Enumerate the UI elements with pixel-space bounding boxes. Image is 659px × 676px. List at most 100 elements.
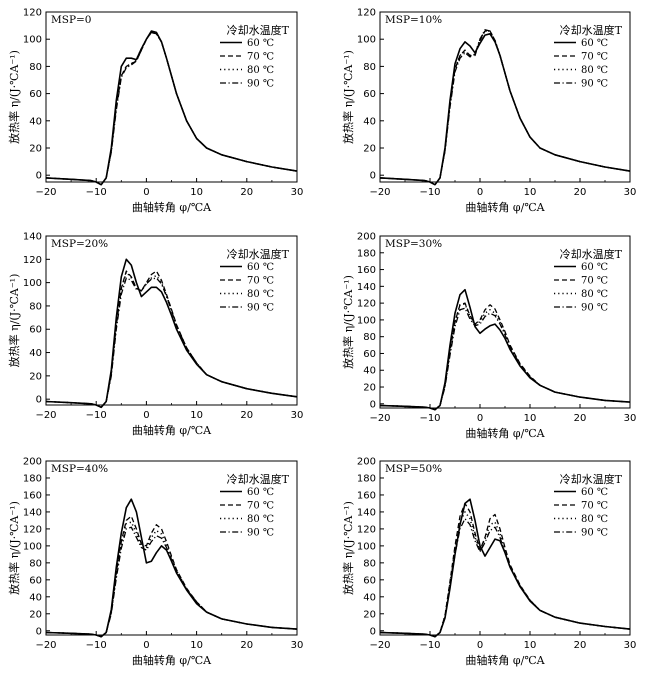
legend-label: 60 ℃ bbox=[581, 262, 608, 273]
y-tick-label: 140 bbox=[357, 282, 376, 293]
series-line bbox=[379, 302, 631, 411]
y-tick-label: 40 bbox=[29, 592, 42, 603]
y-tick-label: 100 bbox=[23, 541, 42, 552]
legend-label: 80 ℃ bbox=[247, 65, 274, 76]
y-tick-label: 160 bbox=[23, 490, 42, 501]
legend-label: 60 ℃ bbox=[581, 38, 608, 49]
series-line bbox=[45, 277, 298, 408]
y-tick-label: 20 bbox=[29, 371, 42, 382]
y-tick-label: 180 bbox=[357, 473, 376, 484]
x-tick-label: −10 bbox=[86, 640, 107, 651]
x-tick-label: 20 bbox=[574, 640, 587, 651]
y-tick-label: 140 bbox=[357, 507, 376, 518]
series-line bbox=[379, 307, 631, 411]
x-tick-label: 0 bbox=[477, 413, 483, 424]
y-tick-label: 40 bbox=[363, 366, 376, 377]
y-tick-label: 0 bbox=[36, 171, 42, 182]
y-tick-label: 20 bbox=[29, 609, 42, 620]
y-tick-label: 80 bbox=[29, 558, 42, 569]
y-tick-label: 0 bbox=[370, 626, 376, 637]
y-tick-label: 80 bbox=[363, 558, 376, 569]
y-tick-label: 100 bbox=[357, 315, 376, 326]
y-tick-label: 20 bbox=[363, 144, 376, 155]
y-tick-label: 100 bbox=[23, 35, 42, 46]
legend-title: 冷却水温度T bbox=[560, 472, 623, 486]
y-tick-label: 180 bbox=[357, 248, 376, 259]
legend-label: 90 ℃ bbox=[247, 303, 274, 314]
y-tick-label: 80 bbox=[29, 301, 42, 312]
series-line bbox=[379, 303, 631, 411]
legend-label: 60 ℃ bbox=[247, 487, 274, 498]
legend-label: 60 ℃ bbox=[247, 262, 274, 273]
x-tick-label: 0 bbox=[477, 640, 483, 651]
x-tick-label: 30 bbox=[291, 410, 304, 421]
y-tick-label: 80 bbox=[29, 62, 42, 73]
y-tick-label: 120 bbox=[357, 299, 376, 310]
legend-label: 90 ℃ bbox=[247, 528, 274, 539]
x-tick-label: 20 bbox=[240, 187, 253, 198]
y-tick-label: 120 bbox=[23, 8, 42, 19]
x-tick-label: 20 bbox=[574, 187, 587, 198]
x-tick-label: −20 bbox=[369, 187, 390, 198]
series-line bbox=[45, 31, 298, 186]
y-tick-label: 0 bbox=[36, 395, 42, 406]
legend-label: 70 ℃ bbox=[581, 276, 608, 287]
chart-panel: −20 −10 0 10 20 30 0 20 40 60 80 100 120 140 MSP=20% 冷却… bbox=[7, 232, 303, 438]
x-tick-label: 10 bbox=[524, 413, 537, 424]
x-axis-label: 曲轴转角 φ/℃A bbox=[465, 200, 545, 214]
legend-label: 70 ℃ bbox=[581, 501, 608, 512]
chart-panel: −20 −10 0 10 20 30 0 20 40 60 80 100 120 140 160 180 200… bbox=[341, 232, 636, 441]
x-tick-label: 20 bbox=[240, 640, 253, 651]
legend-label: 60 ℃ bbox=[247, 38, 274, 49]
y-tick-label: 60 bbox=[29, 89, 42, 100]
y-axis-label: 放热率 η/(J·℃A⁻¹) bbox=[7, 274, 21, 368]
legend-label: 80 ℃ bbox=[247, 514, 274, 525]
y-tick-label: 200 bbox=[23, 457, 42, 468]
x-tick-label: 10 bbox=[524, 187, 537, 198]
legend-label: 90 ℃ bbox=[581, 79, 608, 90]
y-tick-label: 100 bbox=[357, 541, 376, 552]
y-axis-label: 放热率 η/(J·℃A⁻¹) bbox=[7, 50, 21, 144]
x-tick-label: 10 bbox=[190, 410, 203, 421]
series-line bbox=[379, 518, 631, 638]
panel-title: MSP=40% bbox=[51, 463, 108, 475]
y-tick-label: 0 bbox=[36, 626, 42, 637]
y-tick-label: 40 bbox=[29, 116, 42, 127]
x-tick-label: 30 bbox=[291, 187, 304, 198]
y-tick-label: 120 bbox=[23, 524, 42, 535]
panel-title: MSP=10% bbox=[385, 14, 442, 26]
chart-panel: −20 −10 0 10 20 30 0 20 40 60 80 100 120 140 160 180 200… bbox=[7, 457, 303, 668]
x-tick-label: −20 bbox=[369, 413, 390, 424]
y-tick-label: 80 bbox=[363, 332, 376, 343]
chart-panel: −20 −10 0 10 20 30 0 20 40 60 80 100 120 MSP=0 冷却水温度T6… bbox=[7, 8, 303, 215]
x-tick-label: 0 bbox=[143, 187, 149, 198]
x-tick-label: 20 bbox=[574, 413, 587, 424]
y-tick-label: 20 bbox=[363, 383, 376, 394]
x-tick-label: −10 bbox=[419, 640, 440, 651]
legend-label: 60 ℃ bbox=[581, 487, 608, 498]
y-tick-label: 60 bbox=[363, 89, 376, 100]
x-tick-label: −20 bbox=[369, 640, 390, 651]
x-tick-label: 30 bbox=[624, 640, 637, 651]
y-axis-label: 放热率 η/(J·℃A⁻¹) bbox=[341, 275, 355, 369]
x-tick-label: −10 bbox=[419, 187, 440, 198]
y-axis-label: 放热率 η/(J·℃A⁻¹) bbox=[7, 501, 21, 595]
series-line bbox=[45, 526, 298, 638]
y-tick-label: 40 bbox=[29, 348, 42, 359]
x-axis-label: 曲轴转角 φ/℃A bbox=[132, 423, 212, 437]
y-tick-label: 200 bbox=[357, 232, 376, 243]
chart-panel: −20 −10 0 10 20 30 0 20 40 60 80 100 120 140 160 180 200… bbox=[341, 457, 636, 668]
x-axis-label: 曲轴转角 φ/℃A bbox=[465, 653, 545, 667]
legend-label: 80 ℃ bbox=[581, 514, 608, 525]
y-tick-label: 40 bbox=[363, 116, 376, 127]
x-axis-label: 曲轴转角 φ/℃A bbox=[132, 200, 212, 214]
x-tick-label: −20 bbox=[35, 410, 56, 421]
panel-title: MSP=50% bbox=[385, 463, 442, 475]
legend-label: 80 ℃ bbox=[247, 289, 274, 300]
legend-title: 冷却水温度T bbox=[560, 247, 623, 261]
y-tick-label: 160 bbox=[357, 265, 376, 276]
legend-label: 80 ℃ bbox=[581, 289, 608, 300]
x-tick-label: 0 bbox=[477, 187, 483, 198]
y-tick-label: 20 bbox=[29, 144, 42, 155]
